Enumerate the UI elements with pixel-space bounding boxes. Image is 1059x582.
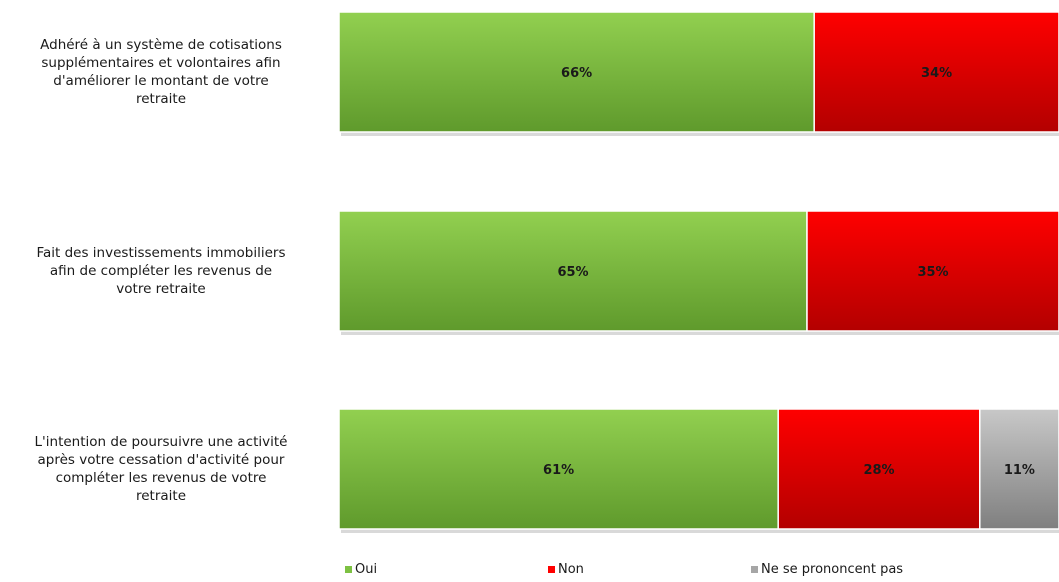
data-label-non-1: 34%	[921, 66, 952, 81]
category-label-line: après votre cessation d'activité pour	[37, 452, 285, 468]
bar-segment-non-2	[806, 210, 1059, 332]
data-label-non-2: 35%	[917, 265, 948, 280]
legend-item-oui: Oui	[345, 562, 377, 577]
category-label-line: d'améliorer le montant de votre	[53, 73, 269, 89]
legend-label-oui: Oui	[355, 562, 378, 577]
data-label-non-3: 28%	[863, 463, 894, 478]
category-label-line: compléter les revenus de votre	[55, 470, 267, 486]
category-label-2: Fait des investissements immobiliers afin…	[0, 244, 322, 298]
legend-swatch-non	[548, 566, 555, 573]
legend-item-nsp: Ne se prononcent pas	[751, 562, 903, 577]
legend-item-non: Non	[548, 562, 584, 577]
category-label-line: afin de compléter les revenus de	[49, 263, 273, 279]
category-label-line: retraite	[135, 91, 187, 107]
bar-shadow	[341, 132, 1059, 136]
legend-swatch-nsp	[751, 566, 758, 573]
legend-label-nsp: Ne se prononcent pas	[761, 562, 904, 577]
bar-segment-oui-2	[338, 210, 808, 332]
legend-swatch-oui	[345, 566, 352, 573]
data-label-oui-1: 66%	[561, 66, 592, 81]
data-label-oui-2: 65%	[557, 265, 588, 280]
legend-label-non: Non	[558, 562, 584, 577]
bar-shadow	[341, 331, 1059, 335]
category-label-line: L'intention de poursuivre une activité	[34, 434, 288, 450]
bar-shadow	[341, 529, 1059, 533]
category-label-line: supplémentaires et volontaires afin	[41, 55, 281, 71]
category-label-line: retraite	[135, 488, 187, 504]
category-label-1: Adhéré à un système de cotisations supplé…	[0, 36, 322, 108]
data-label-oui-3: 61%	[543, 463, 574, 478]
bar-segment-nsp-3	[979, 408, 1059, 530]
bar-segment-non-3	[777, 408, 981, 530]
bar-segment-non-1	[813, 11, 1059, 133]
bar-segment-oui-3	[338, 408, 779, 530]
category-label-line: votre retraite	[116, 281, 206, 297]
category-label-line: Fait des investissements immobiliers	[36, 245, 286, 261]
category-label-line: Adhéré à un système de cotisations	[40, 37, 282, 53]
legend: Oui Non Ne se prononcent pas	[0, 562, 1059, 580]
category-label-3: L'intention de poursuivre une activité ap…	[0, 433, 322, 505]
bar-segment-oui-1	[338, 11, 815, 133]
data-label-nsp-3: 11%	[1004, 463, 1035, 478]
